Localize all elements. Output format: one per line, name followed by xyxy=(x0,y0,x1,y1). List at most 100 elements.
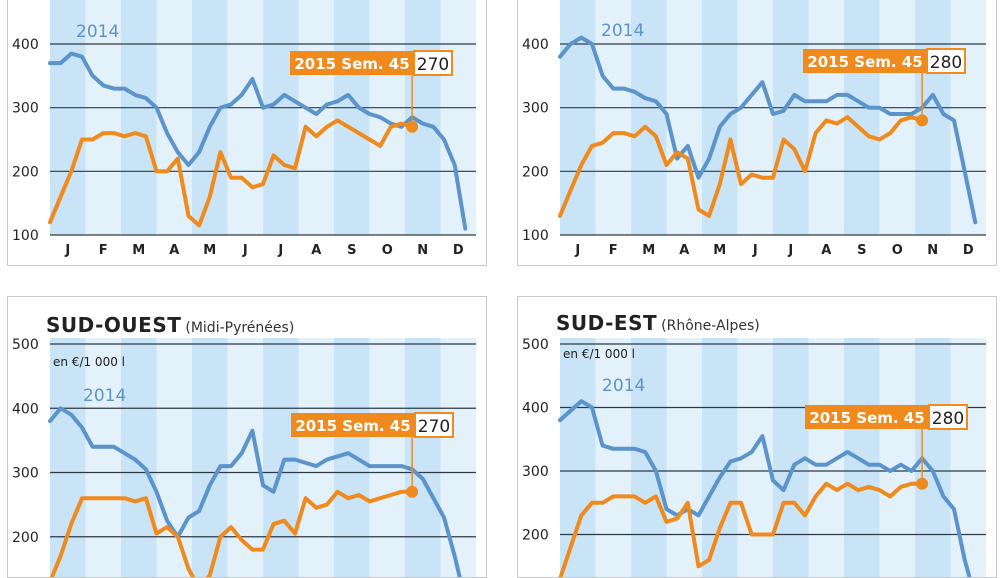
value-2015-box xyxy=(926,48,966,74)
series-2015-endpoint xyxy=(406,120,419,133)
y-tick-label: 400 xyxy=(522,401,549,417)
region-name: SUD-OUEST xyxy=(46,313,182,337)
x-tick-label: J xyxy=(242,243,248,258)
series-2015-label-box xyxy=(803,49,927,73)
chart-panel-4: 200 300 400 500 2014 2015 Sem. 45 280 SUD-EST(… xyxy=(517,296,997,578)
region-name: SUD-EST xyxy=(556,311,658,335)
value-2015-box xyxy=(414,412,454,438)
y-tick-label: 300 xyxy=(522,101,549,117)
x-tick-label: S xyxy=(347,243,356,258)
x-tick-label: D xyxy=(453,243,464,258)
x-tick-label: A xyxy=(311,243,321,258)
x-tick-label: D xyxy=(963,243,974,258)
month-band xyxy=(702,0,738,235)
y-tick-label: 200 xyxy=(522,528,549,544)
y-tick-label: 200 xyxy=(12,530,39,546)
value-2015: 270 xyxy=(418,417,450,437)
month-band xyxy=(702,338,738,577)
x-tick-label: M xyxy=(713,243,726,258)
x-tick-label: M xyxy=(203,243,216,258)
unit-label: en €/1 000 l xyxy=(563,347,635,361)
chart-title-4: SUD-EST (Rhône-Alpes) xyxy=(556,311,760,335)
x-tick-label: M xyxy=(132,243,145,258)
chart-panel-1: 100 200 300 400 J F M A M J J A S O N D 2014 2015 Sem. 45… xyxy=(7,0,487,266)
series-2015-line xyxy=(49,489,415,577)
month-band xyxy=(334,0,370,235)
month-band xyxy=(440,338,476,577)
series-2014-label: 2014 xyxy=(83,386,126,406)
series-2015-endpoint xyxy=(916,114,929,127)
y-tick-label: 300 xyxy=(522,464,549,480)
month-band xyxy=(440,0,476,235)
series-2014-label: 2014 xyxy=(76,22,119,42)
month-band xyxy=(405,338,441,577)
series-2015-line xyxy=(558,481,925,577)
chart-4: 200 300 400 500 2014 2015 Sem. 45 280 xyxy=(522,337,986,577)
y-tick-label: 400 xyxy=(12,37,39,53)
x-tick-label: N xyxy=(417,243,428,258)
chart-2: 100 200 300 400 J F M A M J J A S O N D 2014 2015 Sem. 45… xyxy=(522,0,986,258)
x-tick-label: O xyxy=(382,243,393,258)
value-2015-box xyxy=(928,404,968,430)
value-2015: 270 xyxy=(417,55,449,75)
x-tick-label: J xyxy=(277,243,283,258)
chart-panel-2: 100 200 300 400 J F M A M J J A S O N D 2014 2015 Sem. 45… xyxy=(517,0,997,266)
y-tick-label: 500 xyxy=(522,337,549,353)
month-band xyxy=(631,0,667,235)
month-band xyxy=(595,0,631,235)
series-2015-line xyxy=(48,118,415,228)
month-band xyxy=(263,0,299,235)
y-tick-label: 300 xyxy=(12,101,39,117)
month-band xyxy=(121,338,157,577)
series-2015-endpoint xyxy=(916,477,929,490)
y-tick-label: 300 xyxy=(12,466,39,482)
chart-1: 100 200 300 400 J F M A M J J A S O N D 2014 2015 Sem. 45… xyxy=(12,0,476,258)
y-tick-label: 100 xyxy=(12,228,39,244)
value-2015: 280 xyxy=(930,53,962,73)
series-2014-line xyxy=(558,399,972,577)
chart-3: 200 300 400 500 2014 2015 Sem. 45 270 xyxy=(12,337,476,577)
month-band xyxy=(773,0,809,235)
x-tick-label: J xyxy=(752,243,758,258)
month-band xyxy=(560,338,596,577)
series-2015-endpoint xyxy=(406,485,419,498)
y-tick-label: 100 xyxy=(522,228,549,244)
month-band xyxy=(950,0,986,235)
y-tick-label: 200 xyxy=(522,164,549,180)
month-band xyxy=(121,0,157,235)
month-band xyxy=(595,338,631,577)
region-subtitle: (Midi-Pyrénées) xyxy=(185,320,295,336)
series-2015-label-box xyxy=(291,413,415,437)
series-2015-label: 2015 Sem. 45 xyxy=(295,417,410,435)
region-subtitle: (Rhône-Alpes) xyxy=(661,318,760,334)
series-2015-label-box xyxy=(290,51,414,75)
series-2015-line xyxy=(558,115,925,218)
month-band xyxy=(737,0,773,235)
x-tick-label: A xyxy=(679,243,689,258)
x-tick-label: J xyxy=(64,243,70,258)
x-tick-label: J xyxy=(787,243,793,258)
month-band xyxy=(844,338,880,577)
y-tick-label: 400 xyxy=(12,401,39,417)
month-band xyxy=(227,0,263,235)
x-tick-label: J xyxy=(574,243,580,258)
y-tick-label: 200 xyxy=(12,164,39,180)
series-2015-label-box xyxy=(805,405,929,429)
series-2014-label: 2014 xyxy=(602,376,645,396)
x-tick-label: F xyxy=(99,243,108,258)
month-band xyxy=(808,0,844,235)
x-tick-label: S xyxy=(857,243,866,258)
x-tick-label: O xyxy=(892,243,903,258)
month-band xyxy=(192,338,228,577)
x-tick-label: A xyxy=(821,243,831,258)
month-band xyxy=(50,338,86,577)
series-2015-label: 2015 Sem. 45 xyxy=(809,409,924,427)
month-band xyxy=(85,0,121,235)
unit-label: en €/1 000 l xyxy=(53,355,125,369)
series-2015-label: 2015 Sem. 45 xyxy=(807,53,922,71)
series-2014-label: 2014 xyxy=(601,21,644,41)
month-band xyxy=(950,338,986,577)
chart-title-3: SUD-OUEST (Midi-Pyrénées) xyxy=(46,313,294,337)
chart-panel-3: 200 300 400 500 2014 2015 Sem. 45 270 SUD-OUES… xyxy=(7,296,487,578)
series-2014-line xyxy=(48,406,462,577)
